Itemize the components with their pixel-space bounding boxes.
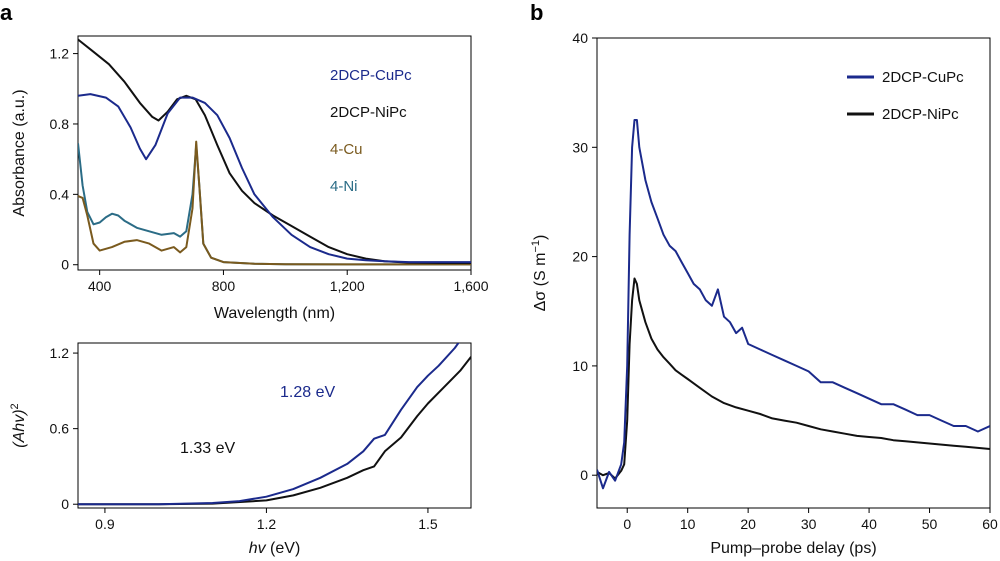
x-axis-title: hv (eV) xyxy=(249,540,301,557)
y-tick-label: 20 xyxy=(572,249,588,265)
y-tick-label: 0.4 xyxy=(50,186,70,202)
band-gap-annotation: 1.28 eV xyxy=(280,384,335,401)
legend-entry: 2DCP-CuPc xyxy=(330,67,412,84)
y-tick-label: 40 xyxy=(572,30,588,46)
tauc-plot: 0.9 1.2 1.5 0 0.6 1.2 hv (eV) (Ahv)2 1.28 eV 1.33… xyxy=(9,342,472,557)
x-tick-label: 20 xyxy=(740,516,756,532)
x-tick-label: 800 xyxy=(212,278,236,294)
photoconductivity-chart: 0 10 20 30 40 50 60 0 10 20 30 40 Pump–probe delay (… xyxy=(530,30,998,557)
y-tick-label: 0 xyxy=(61,496,69,512)
x-tick-label: 0 xyxy=(623,516,631,532)
y-tick-label: 0.8 xyxy=(50,116,70,132)
series-line-4-cu xyxy=(78,140,471,266)
x-axis-title: Wavelength (nm) xyxy=(214,305,335,322)
y-tick-label: 0 xyxy=(61,257,69,273)
x-tick-label: 40 xyxy=(861,516,877,532)
series-line-2dcp-nipc xyxy=(78,38,471,264)
legend-entry: 2DCP-NiPc xyxy=(330,104,407,121)
x-tick-label: 1,200 xyxy=(330,278,365,294)
plot-frame xyxy=(77,35,472,271)
band-gap-annotation: 1.33 eV xyxy=(180,440,235,457)
y-tick-label: 1.2 xyxy=(50,345,70,361)
series-line-2dcp-cupc xyxy=(597,119,990,490)
legend-entry: 2DCP-CuPc xyxy=(882,69,964,86)
y-tick-label: 0.6 xyxy=(50,421,70,437)
y-tick-label: 1.2 xyxy=(50,46,70,62)
y-axis-title: Absorbance (a.u.) xyxy=(11,89,28,216)
y-tick-label: 0 xyxy=(580,467,588,483)
series-line-2dcp-cupc xyxy=(78,93,471,264)
plot-frame xyxy=(596,37,991,509)
x-tick-label: 60 xyxy=(982,516,998,532)
series-line-2dcp-cupc xyxy=(78,343,460,506)
x-tick-label: 1.2 xyxy=(257,516,277,532)
legend-entry: 4-Ni xyxy=(330,178,358,195)
x-tick-label: 400 xyxy=(88,278,112,294)
y-tick-label: 30 xyxy=(572,139,588,155)
absorbance-chart: 400 800 1,200 1,600 0 0.4 0.8 1.2 Wavelength (nm… xyxy=(11,35,489,322)
x-tick-label: 1.5 xyxy=(418,516,438,532)
x-tick-label: 0.9 xyxy=(95,516,115,532)
x-tick-label: 30 xyxy=(801,516,817,532)
y-axis-title: Δσ (S m−1) xyxy=(530,235,549,312)
legend-entry: 2DCP-NiPc xyxy=(882,106,959,123)
y-axis-title: (Ahv)2 xyxy=(9,403,28,447)
plot-frame xyxy=(77,342,472,509)
legend-entry: 4-Cu xyxy=(330,141,363,158)
series-line-2dcp-nipc xyxy=(78,356,471,506)
panel-letter-b: b xyxy=(530,0,543,25)
x-tick-label: 10 xyxy=(680,516,696,532)
x-axis-title: Pump–probe delay (ps) xyxy=(710,540,876,557)
y-tick-label: 10 xyxy=(572,358,588,374)
series-line-4-ni xyxy=(78,143,471,266)
x-tick-label: 50 xyxy=(922,516,938,532)
series-line-2dcp-nipc xyxy=(597,277,990,480)
x-tick-label: 1,600 xyxy=(453,278,488,294)
panel-letter-a: a xyxy=(0,0,13,25)
